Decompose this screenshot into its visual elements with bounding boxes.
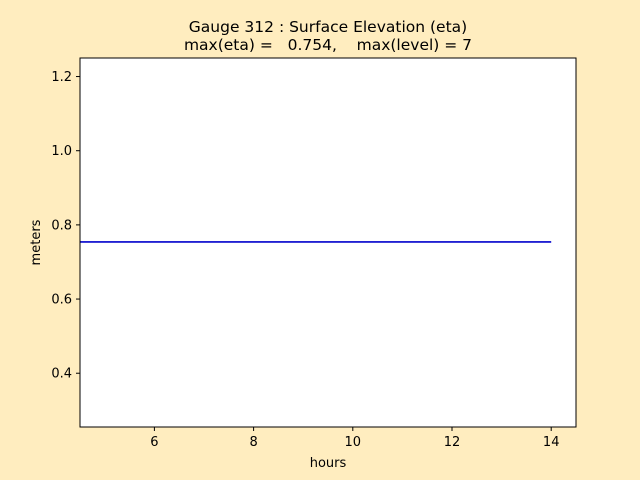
x-tick-label: 12 bbox=[444, 435, 461, 450]
plot-frame bbox=[79, 57, 577, 428]
y-axis-label: meters bbox=[29, 219, 44, 265]
y-axis-ticks: 0.4 0.6 0.8 1.0 1.2 bbox=[51, 70, 80, 382]
y-tick-label: 0.8 bbox=[51, 218, 72, 233]
y-tick-label: 0.6 bbox=[51, 293, 72, 308]
x-tick-label: 10 bbox=[345, 435, 362, 450]
x-axis-ticks: 6 8 10 12 14 bbox=[150, 427, 559, 450]
x-tick-label: 14 bbox=[543, 435, 560, 450]
x-axis-label: hours bbox=[310, 456, 347, 471]
chart-subtitle: max(eta) = 0.754, max(level) = 7 bbox=[184, 36, 472, 54]
y-tick-label: 0.4 bbox=[51, 367, 72, 382]
x-tick-label: 6 bbox=[150, 435, 158, 450]
x-tick-label: 8 bbox=[249, 435, 257, 450]
y-tick-label: 1.0 bbox=[51, 144, 72, 159]
y-tick-label: 1.2 bbox=[51, 70, 72, 85]
chart-title: Gauge 312 : Surface Elevation (eta) bbox=[189, 18, 467, 36]
